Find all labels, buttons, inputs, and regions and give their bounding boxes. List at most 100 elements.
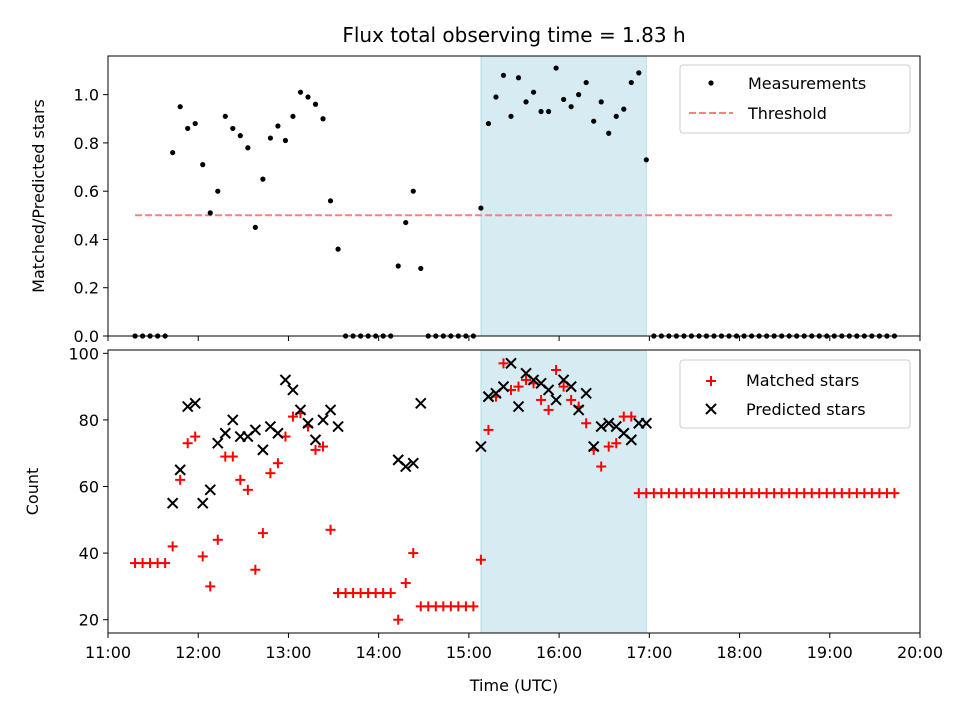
- predicted-star-point-b: [272, 427, 284, 439]
- predicted-star-point: [174, 464, 186, 476]
- matched-star-point: [242, 484, 253, 495]
- measurement-point: [237, 133, 243, 139]
- legend-predicted-label: Predicted stars: [746, 400, 866, 419]
- predicted-star-point-b: [174, 464, 186, 476]
- measurement-point: [252, 224, 258, 230]
- predicted-star-point: [249, 424, 262, 436]
- predicted-star-point-b: [189, 397, 201, 409]
- measurement-point: [530, 89, 537, 95]
- legend-matched-marker: [706, 376, 716, 386]
- top-chart: 0.0 0.2 0.4 0.6 0.8 1.0 Flux total observing …: [29, 23, 921, 346]
- predicted-star-point-b: [512, 400, 525, 413]
- matched-star-point: [227, 451, 238, 462]
- measurement-point: [508, 113, 514, 119]
- matched-star-point: [543, 404, 554, 415]
- matched-star-point: [190, 431, 201, 442]
- measurement-point: [222, 113, 228, 119]
- predicted-star-point: [572, 404, 585, 416]
- predicted-star-point: [181, 400, 194, 413]
- measurement-point: [207, 210, 213, 216]
- top-y-tick-label: 0.6: [74, 182, 99, 201]
- predicted-star-point: [272, 427, 284, 439]
- measurement-point: [320, 116, 326, 122]
- predicted-star-point-b: [302, 417, 314, 429]
- predicted-star-point-b: [407, 457, 419, 469]
- predicted-star-point: [542, 384, 555, 396]
- predicted-star-point-b: [392, 454, 404, 466]
- top-y-tick-label: 0.8: [74, 134, 99, 153]
- predicted-star-point-b: [249, 424, 262, 436]
- predicted-star-point-b: [587, 440, 600, 453]
- bottom-y-tick-label: 40: [79, 544, 99, 563]
- predicted-star-point: [400, 460, 412, 473]
- measurement-point: [478, 205, 484, 211]
- predicted-star-point-b: [572, 404, 585, 416]
- measurement-point: [192, 120, 198, 127]
- legend-measurements-marker: [708, 80, 714, 86]
- predicted-star-point-b: [227, 414, 239, 426]
- measurement-point: [170, 149, 176, 156]
- predicted-star-point-b: [294, 404, 307, 416]
- matched-star-point: [235, 474, 246, 485]
- top-y-tick-label: 0.2: [74, 279, 99, 298]
- x-tick-label: 15:00: [446, 643, 492, 662]
- predicted-star-point-b: [279, 374, 292, 386]
- predicted-star-point-b: [565, 380, 577, 393]
- measurement-point: [598, 99, 604, 105]
- x-tick-label: 12:00: [175, 643, 221, 662]
- measurement-point: [561, 96, 567, 103]
- predicted-star-point: [482, 390, 495, 403]
- matched-star-point: [175, 474, 186, 485]
- measurement-point: [290, 113, 296, 119]
- measurement-point: [282, 137, 289, 144]
- measurement-point: [568, 104, 574, 110]
- predicted-star-point-b: [332, 420, 344, 433]
- bottom-axes-frame: [107, 349, 921, 634]
- matched-star-point: [182, 438, 193, 449]
- predicted-star-point-b: [287, 384, 299, 396]
- measurement-point: [275, 123, 281, 129]
- predicted-star-point-b: [219, 427, 231, 439]
- predicted-star-point: [294, 404, 307, 416]
- predicted-star-point-b: [264, 420, 277, 433]
- predicted-star-point: [407, 457, 419, 469]
- predicted-star-point: [550, 394, 562, 406]
- x-axis-label: Time (UTC): [469, 676, 558, 695]
- predicted-star-point: [287, 384, 299, 396]
- bottom-y-ticks: 20 40 60 80 100: [68, 344, 108, 630]
- measurement-point: [267, 135, 273, 141]
- measurement-point: [418, 265, 424, 272]
- predicted-star-point: [204, 484, 216, 496]
- matched-star-point: [272, 458, 283, 469]
- predicted-star-point: [302, 417, 314, 429]
- predicted-star-point: [189, 397, 201, 409]
- predicted-star-point: [332, 420, 344, 433]
- measurement-point: [335, 246, 341, 252]
- predicted-star-point: [324, 404, 337, 416]
- predicted-star-point-b: [625, 434, 637, 446]
- predicted-star-point-b: [557, 374, 570, 386]
- predicted-star-point: [309, 434, 322, 446]
- predicted-star-point-b: [212, 437, 224, 449]
- predicted-star-point-b: [181, 400, 194, 413]
- predicted-star-point-b: [400, 460, 412, 473]
- predicted-star-point: [603, 417, 615, 429]
- predicted-star-point: [257, 444, 269, 456]
- matched-star-point: [265, 468, 276, 479]
- predicted-star-point: [166, 497, 179, 509]
- measurement-point: [621, 106, 627, 112]
- matched-star-point: [611, 438, 622, 449]
- predicted-star-point: [640, 417, 653, 429]
- x-tick-label: 16:00: [536, 643, 582, 662]
- matched-star-point: [393, 614, 404, 625]
- predicted-star-point: [415, 397, 427, 409]
- top-legend: Measurements Threshold: [679, 64, 911, 134]
- matched-star-point: [167, 541, 178, 552]
- measurement-point: [591, 118, 597, 124]
- x-tick-label: 14:00: [356, 643, 402, 662]
- x-tick-label: 13:00: [265, 643, 311, 662]
- matched-star-point: [889, 488, 900, 499]
- matched-star-point: [257, 528, 268, 539]
- predicted-star-point-b: [475, 440, 487, 453]
